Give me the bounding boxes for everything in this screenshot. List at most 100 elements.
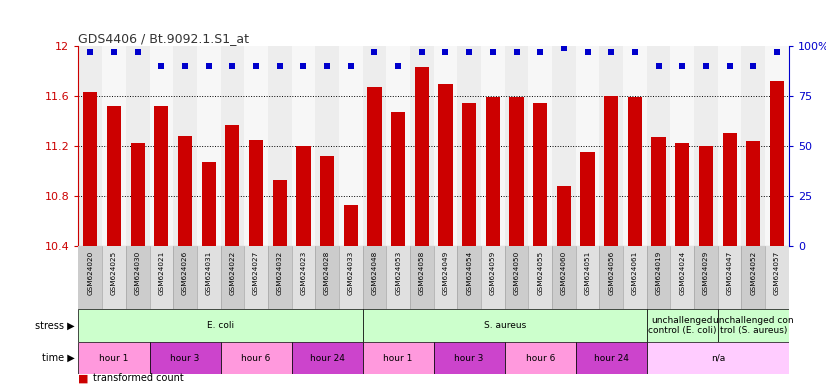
Text: GSM624026: GSM624026 <box>182 251 188 295</box>
Bar <box>78 246 102 309</box>
Bar <box>363 342 434 374</box>
Bar <box>339 46 363 246</box>
Bar <box>410 246 434 309</box>
Text: GSM624020: GSM624020 <box>88 251 93 295</box>
Point <box>771 49 784 55</box>
Point <box>747 63 760 69</box>
Bar <box>249 140 263 246</box>
Point <box>107 49 121 55</box>
Text: GSM624056: GSM624056 <box>608 251 615 295</box>
Point <box>297 63 310 69</box>
Text: GSM624060: GSM624060 <box>561 251 567 295</box>
Bar <box>78 46 102 246</box>
Bar <box>552 246 576 309</box>
Point <box>273 63 287 69</box>
Bar <box>268 46 292 246</box>
Bar <box>221 46 244 246</box>
Bar <box>675 143 690 246</box>
Text: GSM624030: GSM624030 <box>135 251 140 295</box>
Bar <box>316 246 339 309</box>
Text: S. aureus: S. aureus <box>483 321 526 330</box>
Point <box>676 63 689 69</box>
Text: GSM624050: GSM624050 <box>514 251 520 295</box>
Bar <box>78 309 363 342</box>
Point <box>225 63 239 69</box>
Text: hour 6: hour 6 <box>241 354 271 362</box>
Bar <box>339 246 363 309</box>
Bar <box>765 46 789 246</box>
Bar <box>244 246 268 309</box>
Text: GSM624027: GSM624027 <box>253 251 259 295</box>
Text: GSM624061: GSM624061 <box>632 251 638 295</box>
Point <box>581 49 594 55</box>
Bar <box>505 46 529 246</box>
Bar <box>699 146 713 246</box>
Bar <box>150 342 221 374</box>
Bar <box>363 46 387 246</box>
Text: GSM624029: GSM624029 <box>703 251 709 295</box>
Point <box>320 63 334 69</box>
Bar <box>197 246 221 309</box>
Bar <box>628 97 642 246</box>
Bar <box>173 246 197 309</box>
Bar <box>102 246 126 309</box>
Bar <box>652 137 666 246</box>
Text: GSM624048: GSM624048 <box>372 251 377 295</box>
Bar <box>225 125 240 246</box>
Text: GSM624032: GSM624032 <box>277 251 282 295</box>
Bar <box>510 97 524 246</box>
Text: hour 3: hour 3 <box>170 354 200 362</box>
Bar <box>647 46 671 246</box>
Point <box>700 63 713 69</box>
Bar <box>623 246 647 309</box>
Bar <box>742 246 765 309</box>
Point <box>723 63 736 69</box>
Bar <box>529 246 552 309</box>
Bar <box>604 96 619 246</box>
Bar <box>458 246 481 309</box>
Bar <box>344 205 358 246</box>
Bar <box>576 246 600 309</box>
Bar <box>576 342 647 374</box>
Bar <box>391 112 406 246</box>
Bar <box>671 46 694 246</box>
Bar <box>292 246 316 309</box>
Point <box>249 63 263 69</box>
Bar <box>126 46 150 246</box>
Point <box>558 45 571 51</box>
Text: GSM624054: GSM624054 <box>466 251 472 295</box>
Bar <box>173 46 197 246</box>
Bar <box>623 46 647 246</box>
Point <box>131 49 145 55</box>
Text: GDS4406 / Bt.9092.1.S1_at: GDS4406 / Bt.9092.1.S1_at <box>78 32 249 45</box>
Text: hour 1: hour 1 <box>99 354 129 362</box>
Bar <box>292 342 363 374</box>
Bar <box>718 46 742 246</box>
Bar <box>529 46 552 246</box>
Text: unchallenged con
trol (S. aureus): unchallenged con trol (S. aureus) <box>713 316 794 335</box>
Bar <box>197 46 221 246</box>
Text: hour 24: hour 24 <box>310 354 344 362</box>
Point <box>415 49 429 55</box>
Text: GSM624019: GSM624019 <box>656 251 662 295</box>
Bar <box>150 46 173 246</box>
Text: n/a: n/a <box>710 354 725 362</box>
Bar <box>481 46 505 246</box>
Bar <box>439 84 453 246</box>
Bar <box>244 46 268 246</box>
Bar <box>458 46 481 246</box>
Point <box>652 63 665 69</box>
Bar <box>552 46 576 246</box>
Bar <box>102 46 126 246</box>
Bar <box>387 246 410 309</box>
Bar <box>765 246 789 309</box>
Point <box>392 63 405 69</box>
Bar <box>694 46 718 246</box>
Text: GSM624021: GSM624021 <box>159 251 164 295</box>
Point <box>83 49 97 55</box>
Point <box>344 63 358 69</box>
Text: GSM624047: GSM624047 <box>727 251 733 295</box>
Text: hour 3: hour 3 <box>454 354 484 362</box>
Bar <box>202 162 216 246</box>
Bar <box>434 246 458 309</box>
